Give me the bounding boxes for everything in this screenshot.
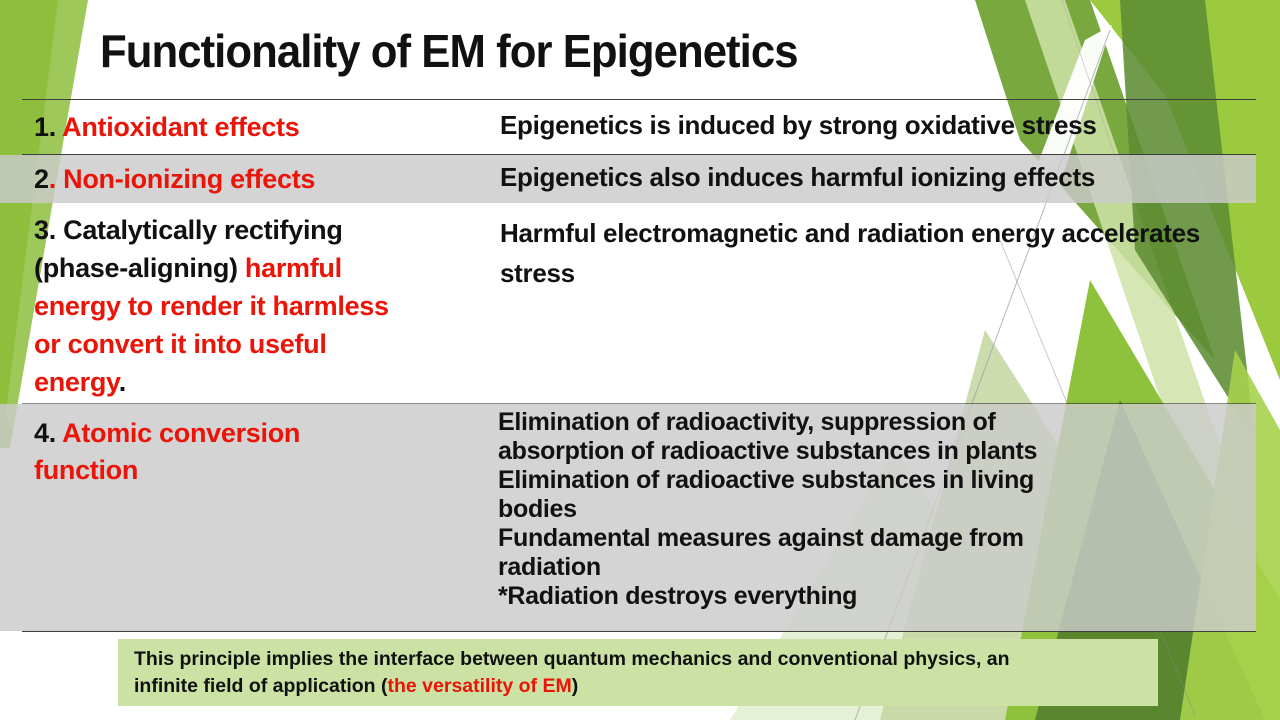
row3-term-line5-black: .	[118, 367, 127, 397]
row4-term-line1: 4. Atomic conversion	[34, 415, 300, 452]
row4-shade-band	[0, 404, 1256, 631]
slide-title: Functionality of EM for Epigenetics	[100, 25, 799, 77]
description-line: Elimination of radioactivity, suppressio…	[498, 408, 996, 436]
row4-term-line2: function	[34, 455, 139, 485]
description-line: Fundamental measures against damage from	[498, 524, 1024, 552]
row3-term-cell: 3. Catalytically rectifying (phase-align…	[34, 211, 389, 401]
row3-term-line1: 3. Catalytically rectifying	[34, 215, 343, 245]
row3-row4-divider	[22, 403, 1256, 404]
row1-term-cell: 1. Antioxidant effects	[34, 112, 300, 143]
row3-term-line2-red: harmful	[244, 253, 342, 283]
row1-description: Epigenetics is induced by strong oxidati…	[500, 110, 1097, 140]
row3-description: Harmful electromagnetic and radiation en…	[500, 218, 1200, 288]
row2-number-dot: .	[48, 164, 57, 194]
row2-number: 2	[34, 164, 49, 194]
row4-term-cell: 4. Atomic conversion function	[34, 415, 300, 489]
row3-term-line4: or convert it into useful	[34, 329, 327, 359]
row1-term: Antioxidant effects	[62, 112, 300, 142]
footer-note-box: This principle implies the interface bet…	[118, 639, 1158, 706]
row2-term-cell: 2. Non-ionizing effects	[34, 164, 315, 195]
row3-term-line2-black: (phase-aligning)	[34, 253, 245, 283]
title-underline	[22, 99, 1256, 100]
footer-text-after: )	[571, 675, 579, 697]
row1-number: 1.	[34, 112, 56, 142]
footer-note-text: This principle implies the interface bet…	[134, 646, 1039, 700]
row2-description: Epigenetics also induces harmful ionizin…	[500, 162, 1095, 192]
row2-term: Non-ionizing effects	[63, 164, 316, 194]
row1-row2-divider	[22, 154, 1256, 155]
table-bottom-border	[22, 631, 1256, 632]
left-accent-wedge	[0, 0, 88, 448]
description-line: bodies	[498, 495, 577, 523]
description-line: *Radiation destroys everything	[498, 582, 858, 610]
description-line: radiation	[498, 553, 601, 581]
footer-text-before: This principle implies the interface bet…	[134, 648, 1010, 697]
row2-shade-band	[0, 155, 1256, 203]
row3-term-line3: energy to render it harmless	[34, 291, 389, 321]
footer-text-red: the versatility of EM	[387, 675, 572, 697]
row3-term-line2: (phase-aligning) harmful	[34, 249, 389, 287]
row4-number: 4.	[34, 418, 56, 448]
row4-term-line1-red: Atomic conversion	[62, 418, 301, 448]
description-line: absorption of radioactive substances in …	[498, 437, 1038, 465]
row3-term-line5: energy.	[34, 363, 389, 401]
description-line: Elimination of radioactive substances in…	[498, 466, 1035, 494]
row3-term-line5-red: energy	[34, 367, 119, 397]
row4-description: Elimination of radioactivity, suppressio…	[498, 408, 1037, 611]
